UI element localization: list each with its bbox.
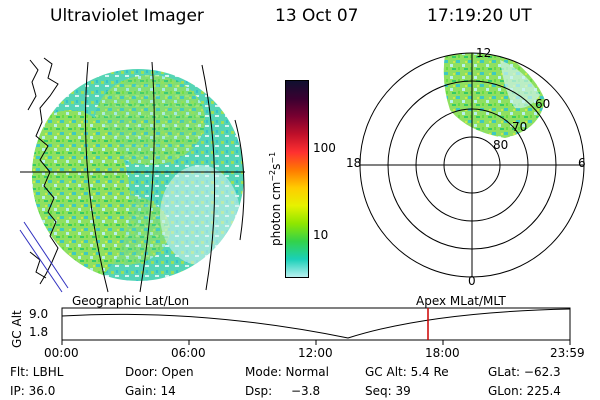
colorbar xyxy=(285,80,309,278)
colorbar-tick-100: 100 xyxy=(313,141,336,155)
info-glon: GLon: 225.4 xyxy=(488,384,561,398)
timeline-x-tick-1200: 12:00 xyxy=(298,346,333,360)
info-gain: Gain: 14 xyxy=(125,384,176,398)
coastline xyxy=(35,57,59,285)
polar-label-6: 6 xyxy=(578,156,586,170)
info-seq: Seq: 39 xyxy=(365,384,411,398)
info-mode: Mode: Normal xyxy=(245,365,329,379)
time-label: 17:19:20 UT xyxy=(427,6,532,26)
timeline-left-label: Geographic Lat/Lon xyxy=(72,294,190,308)
info-door: Door: Open xyxy=(125,365,194,379)
info-ip: IP: 36.0 xyxy=(10,384,56,398)
timeline-x-tick-2359: 23:59 xyxy=(550,346,585,360)
info-dsp-value: −3.8 xyxy=(291,384,321,398)
polar-label-12: 12 xyxy=(476,46,492,60)
polar-ring-label-80: 80 xyxy=(493,138,509,152)
timeline-x-tick-0000: 00:00 xyxy=(44,346,79,360)
polar-ring-label-60: 60 xyxy=(535,97,551,111)
polar-label-18: 18 xyxy=(346,156,362,170)
timeline-x-tick-1800: 18:00 xyxy=(425,346,460,360)
polar-ring-label-70: 70 xyxy=(512,120,528,134)
info-gc-alt: GC Alt: 5.4 Re xyxy=(365,365,449,379)
timeline-right-label: Apex MLat/MLT xyxy=(416,294,506,308)
timeline-y-tick-1.8: 1.8 xyxy=(29,325,49,339)
info-glat: GLat: −62.3 xyxy=(488,365,561,379)
uv-intensity-disc xyxy=(32,69,244,281)
info-dsp-label: Dsp: xyxy=(245,384,273,398)
timeline-x-tick-0600: 06:00 xyxy=(171,346,206,360)
date-label: 13 Oct 07 xyxy=(275,6,359,26)
info-flt: Flt: LBHL xyxy=(10,365,64,379)
timeline-y-tick-9: 9.0 xyxy=(29,307,49,321)
app-title: Ultraviolet Imager xyxy=(50,6,204,26)
colorbar-tick-10: 10 xyxy=(313,228,329,242)
polar-label-0: 0 xyxy=(468,274,476,288)
